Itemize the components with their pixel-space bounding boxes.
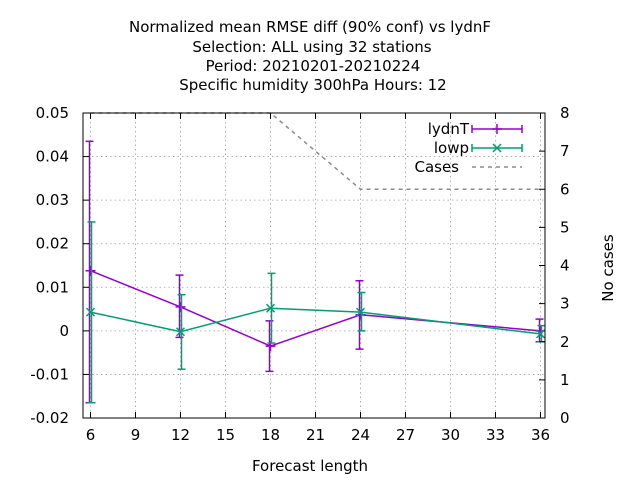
data-point — [85, 307, 96, 317]
y-tick-label: -0.01 — [30, 365, 69, 383]
x-tick-label: 33 — [486, 426, 505, 444]
title-line-3: Period: 20210201-20210224 — [206, 57, 421, 75]
chart-title: Normalized mean RMSE diff (90% conf) vs … — [129, 18, 491, 94]
x-tick-label: 18 — [261, 426, 280, 444]
x-tick-label: 27 — [396, 426, 415, 444]
data-point — [175, 327, 186, 337]
y2-tick-label: 1 — [560, 371, 570, 389]
y2-axis-label: No cases — [599, 234, 617, 302]
y2-tick-label: 5 — [560, 218, 570, 236]
data-point — [85, 265, 96, 276]
x-tick-label: 21 — [306, 426, 325, 444]
y2-tick-label: 3 — [560, 295, 570, 313]
series-lowp — [85, 221, 546, 404]
cases-series — [90, 112, 541, 190]
legend-marker — [492, 124, 502, 134]
title-line-2: Selection: ALL using 32 stations — [192, 38, 431, 56]
grid-lines — [83, 112, 545, 419]
y-tick-label: 0.01 — [36, 278, 69, 296]
plot-frame — [82, 112, 546, 419]
y-tick-label: 0 — [59, 322, 69, 340]
legend-marker — [492, 143, 502, 153]
y2-tick-label: 7 — [560, 142, 570, 160]
x-tick-label: 30 — [441, 426, 460, 444]
data-point — [265, 303, 276, 313]
y-tick-label: 0.02 — [36, 235, 69, 253]
x-tick-label: 9 — [131, 426, 141, 444]
y2-tick-label: 2 — [560, 333, 570, 351]
x-tick-label: 24 — [351, 426, 370, 444]
y-tick-label: -0.02 — [30, 409, 69, 427]
y2-tick-label: 8 — [560, 104, 570, 122]
title-line-4: Specific humidity 300hPa Hours: 12 — [179, 76, 446, 94]
legend-label: lydnT — [428, 120, 470, 138]
legend-label: lowp — [434, 139, 469, 157]
x-tick-label: 12 — [171, 426, 190, 444]
data-point — [355, 307, 366, 317]
y-tick-label: 0.05 — [36, 104, 69, 122]
x-tick-label: 36 — [531, 426, 550, 444]
title-line-1: Normalized mean RMSE diff (90% conf) vs … — [129, 18, 491, 36]
y2-tick-label: 0 — [560, 409, 570, 427]
y-tick-label: 0.04 — [36, 148, 69, 166]
data-point — [175, 301, 186, 312]
legend-label: Cases — [414, 158, 459, 176]
x-tick-label: 6 — [86, 426, 96, 444]
x-axis-label: Forecast length — [252, 457, 368, 475]
y-tick-label: 0.03 — [36, 191, 69, 209]
x-tick-label: 15 — [216, 426, 235, 444]
axis-ticks: 6 9 12 15 18 21 24 27 30 33 36-0.02-0.0100.010.020… — [30, 104, 569, 444]
data-series — [85, 140, 546, 404]
y2-tick-label: 6 — [560, 180, 570, 198]
data-point — [535, 329, 546, 339]
cases-line — [90, 112, 541, 190]
y2-tick-label: 4 — [560, 257, 570, 275]
